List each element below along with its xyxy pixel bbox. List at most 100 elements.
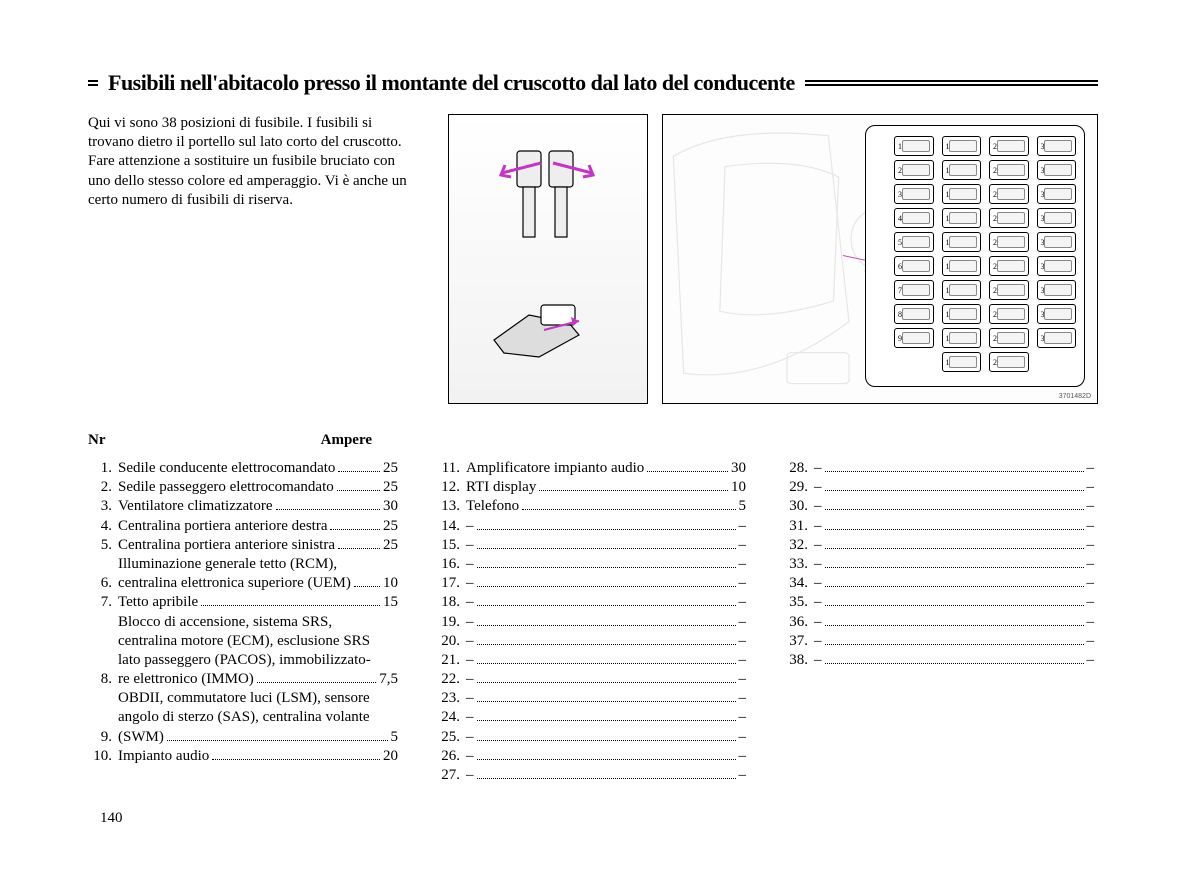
- row-number: 31.: [784, 517, 814, 536]
- row-lastline: ––: [814, 651, 1094, 670]
- row-label: RTI display: [466, 478, 536, 497]
- page-number: 140: [100, 810, 123, 827]
- row-body: ––: [814, 459, 1094, 478]
- row-number: 11.: [436, 459, 466, 478]
- table-row: 31.––: [784, 517, 1094, 536]
- table-row: 21.––: [436, 651, 746, 670]
- row-label: –: [466, 517, 474, 536]
- row-number: 6.: [88, 574, 118, 593]
- row-lastline: ––: [466, 766, 746, 785]
- row-lastline: ––: [466, 613, 746, 632]
- row-number: 24.: [436, 708, 466, 727]
- row-body: ––: [466, 574, 746, 593]
- row-lastline: Impianto audio20: [118, 747, 398, 766]
- fuse-slot: 12: [942, 184, 982, 204]
- row-body: ––: [814, 632, 1094, 651]
- heading-row: Fusibili nell'abitacolo presso il montan…: [88, 70, 1098, 96]
- row-value: –: [739, 689, 747, 708]
- table-row: 5.Centralina portiera anteriore sinistra…: [88, 536, 398, 555]
- row-text: lato passeggero (PACOS), immobilizzato-: [118, 651, 398, 670]
- fuse-slot: 3: [894, 184, 934, 204]
- row-lastline: Amplificatore impianto audio30: [466, 459, 746, 478]
- leader-dots: [825, 537, 1084, 549]
- row-lastline: ––: [814, 613, 1094, 632]
- row-body: ––: [466, 689, 746, 708]
- fuse-slot: 9: [894, 328, 934, 348]
- row-label: –: [466, 555, 474, 574]
- row-value: 30: [383, 497, 398, 516]
- row-lastline: ––: [814, 593, 1094, 612]
- page-title: Fusibili nell'abitacolo presso il montan…: [108, 70, 795, 96]
- row-body: Illuminazione generale tetto (RCM),centr…: [118, 555, 398, 593]
- row-lastline: ––: [466, 632, 746, 651]
- row-label: re elettronico (IMMO): [118, 670, 254, 689]
- row-label: –: [814, 593, 822, 612]
- row-text: Illuminazione generale tetto (RCM),: [118, 555, 398, 574]
- row-label: –: [814, 555, 822, 574]
- row-body: Tetto apribile15: [118, 593, 398, 612]
- row-label: Amplificatore impianto audio: [466, 459, 644, 478]
- row-label: Telefono: [466, 497, 519, 516]
- row-label: Tetto apribile: [118, 593, 198, 612]
- row-number: 3.: [88, 497, 118, 516]
- leader-dots: [201, 594, 380, 606]
- row-number: 33.: [784, 555, 814, 574]
- row-lastline: ––: [466, 689, 746, 708]
- row-value: –: [1087, 517, 1095, 536]
- row-lastline: Centralina portiera anteriore destra25: [118, 517, 398, 536]
- row-value: –: [739, 670, 747, 689]
- diagram-id: 3701482D: [1059, 393, 1091, 400]
- fuse-slot: 1: [894, 136, 934, 156]
- fuse-slot: 31: [1037, 160, 1077, 180]
- row-value: –: [1087, 536, 1095, 555]
- row-label: (SWM): [118, 728, 164, 747]
- table-row: 10.Impianto audio20: [88, 747, 398, 766]
- leader-dots: [330, 518, 380, 530]
- row-label: –: [466, 632, 474, 651]
- row-value: –: [739, 766, 747, 785]
- row-label: centralina elettronica superiore (UEM): [118, 574, 351, 593]
- table-row: 15.––: [436, 536, 746, 555]
- row-body: ––: [814, 517, 1094, 536]
- table-row: 4.Centralina portiera anteriore destra25: [88, 517, 398, 536]
- row-value: –: [739, 728, 747, 747]
- figure-fusebox-location: 1102030211213131222324132333514243461525…: [662, 114, 1098, 404]
- row-lastline: ––: [814, 459, 1094, 478]
- row-label: –: [814, 478, 822, 497]
- row-number: 5.: [88, 536, 118, 555]
- row-value: 10: [383, 574, 398, 593]
- table-row: 12.RTI display10: [436, 478, 746, 497]
- leader-dots: [825, 460, 1084, 472]
- row-body: Ventilatore climatizzatore 30: [118, 497, 398, 516]
- fuse-slot: 14: [942, 232, 982, 252]
- row-number: 23.: [436, 689, 466, 708]
- table-row: 13.Telefono5: [436, 497, 746, 516]
- row-lastline: ––: [466, 593, 746, 612]
- row-text: Blocco di accensione, sistema SRS,: [118, 613, 398, 632]
- table-col-1: 1.Sedile conducente elettrocomandato252.…: [88, 459, 398, 785]
- fuse-slot: 8: [894, 304, 934, 324]
- row-number: 18.: [436, 593, 466, 612]
- fuse-slot: 16: [942, 280, 982, 300]
- row-number: 2.: [88, 478, 118, 497]
- fuse-icon: [497, 143, 597, 253]
- row-body: ––: [466, 593, 746, 612]
- leader-dots: [477, 748, 736, 760]
- leader-dots: [276, 498, 380, 510]
- row-label: Ventilatore climatizzatore: [118, 497, 273, 516]
- row-lastline: RTI display 10: [466, 478, 746, 497]
- row-value: 10: [731, 478, 746, 497]
- leader-dots: [477, 614, 736, 626]
- row-lastline: Tetto apribile15: [118, 593, 398, 612]
- row-text: angolo di sterzo (SAS), centralina volan…: [118, 708, 398, 727]
- fuse-slot: 32: [1037, 184, 1077, 204]
- row-value: 5: [739, 497, 747, 516]
- row-body: ––: [466, 632, 746, 651]
- row-value: –: [739, 593, 747, 612]
- fuse-slot: 30: [1037, 136, 1077, 156]
- leader-dots: [477, 575, 736, 587]
- row-body: ––: [814, 497, 1094, 516]
- fuse-slot: 25: [989, 256, 1029, 276]
- row-number: 37.: [784, 632, 814, 651]
- row-value: 25: [383, 536, 398, 555]
